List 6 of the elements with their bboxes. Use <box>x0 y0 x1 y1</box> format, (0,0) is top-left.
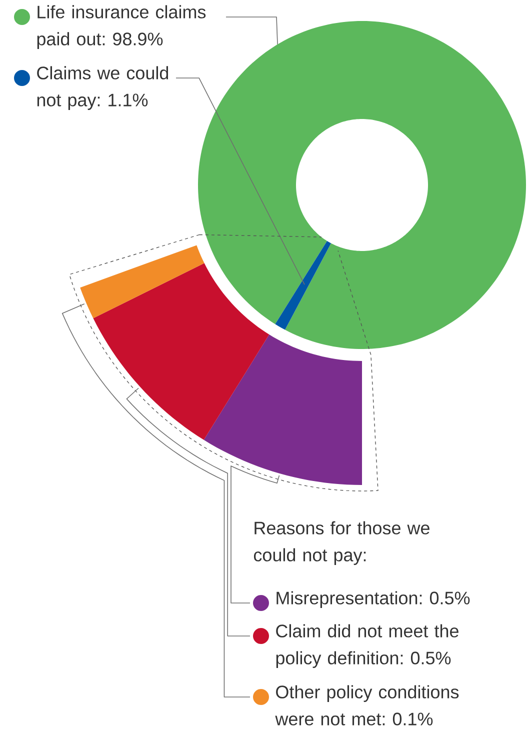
legend-label: Claim did not meet the policy definition: 0.5% <box>276 624 458 668</box>
legend-label: Misrepresentation: 0.5% <box>276 591 470 608</box>
legend-title: Reasons for those we could not pay: <box>254 521 430 565</box>
legend-label: Life insurance claims paid out: 98.9% <box>37 5 206 49</box>
legend-label: Other policy conditions were not met: 0.1% <box>275 685 459 726</box>
legend-label: Claims we could not pay: 1.1% <box>37 66 168 110</box>
